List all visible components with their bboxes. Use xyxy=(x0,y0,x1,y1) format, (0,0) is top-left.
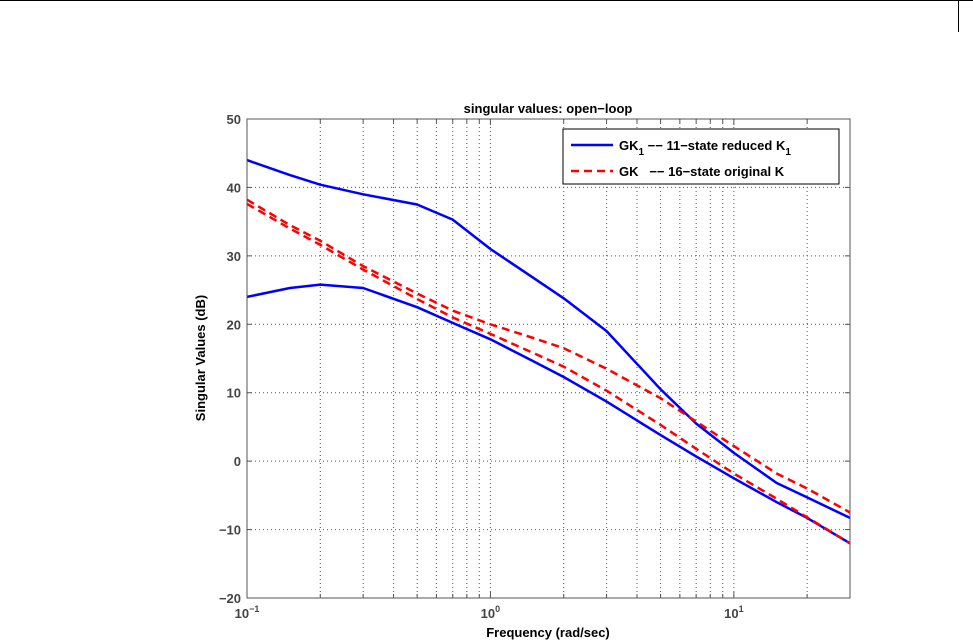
y-tick-label: 50 xyxy=(227,112,241,127)
legend: GK1 −− 11−state reduced K1 GK −− 16−stat… xyxy=(562,128,840,185)
y-tick-label: 0 xyxy=(234,454,241,469)
grid xyxy=(247,119,850,598)
series-line-gk1-lower xyxy=(246,283,851,545)
series-line-gk-upper xyxy=(246,198,851,514)
x-tick-label: 101 xyxy=(724,604,743,621)
y-axis-label: Singular Values (dB) xyxy=(193,295,208,421)
x-tick-label: 100 xyxy=(481,604,500,621)
y-tick-label: −10 xyxy=(219,523,241,538)
y-tick-label: 20 xyxy=(227,317,241,332)
legend-box xyxy=(562,128,840,185)
curves xyxy=(246,158,851,545)
legend-entry-0: GK1 −− 11−state reduced K1 xyxy=(619,138,791,158)
plot-frame xyxy=(246,118,851,599)
chart-title: singular values: open−loop xyxy=(464,101,633,116)
ticks: −20 −10 0 10 20 30 40 50 10−1 100 101 xyxy=(219,112,851,621)
page-top-rule xyxy=(0,0,973,1)
x-axis-label: Frequency (rad/sec) xyxy=(486,625,610,640)
x-tick-label: 10−1 xyxy=(235,604,260,621)
series-line-gk1-upper xyxy=(246,158,851,520)
legend-entry-1: GK −− 16−state original K xyxy=(619,164,785,179)
y-tick-label: −20 xyxy=(219,591,241,606)
page-margin-rule xyxy=(958,0,959,32)
y-tick-label: 40 xyxy=(227,180,241,195)
y-tick-label: 10 xyxy=(227,386,241,401)
y-tick-label: 30 xyxy=(227,249,241,264)
series-line-gk-lower xyxy=(246,202,851,545)
